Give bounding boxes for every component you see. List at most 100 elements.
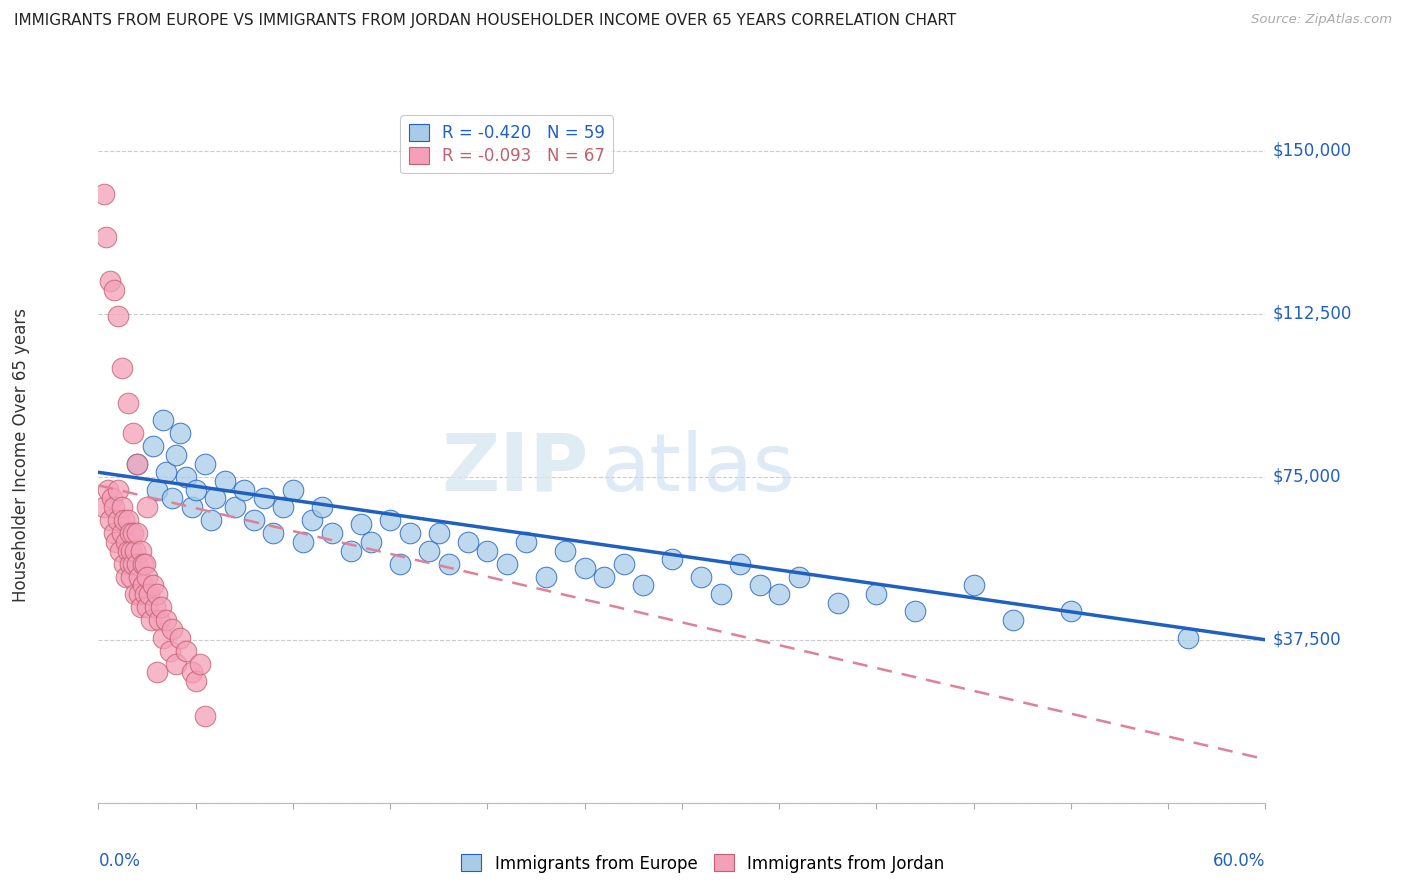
Point [427, 526, 450, 541]
Point [127, 557, 149, 571]
Point [904, 605, 927, 619]
Point [128, 587, 150, 601]
Point [495, 557, 517, 571]
Legend: R = -0.420   N = 59, R = -0.093   N = 67: R = -0.420 N = 59, R = -0.093 N = 67 [401, 115, 613, 173]
Point [149, 600, 172, 615]
Point [117, 396, 139, 410]
Point [132, 557, 155, 571]
Point [136, 500, 159, 514]
Point [253, 491, 276, 506]
Text: 60.0%: 60.0% [1213, 852, 1265, 870]
Point [111, 361, 134, 376]
Point [534, 570, 557, 584]
Point [398, 526, 420, 541]
Point [827, 596, 849, 610]
Point [768, 587, 790, 601]
Point [114, 570, 136, 584]
Point [200, 513, 222, 527]
Point [114, 535, 136, 549]
Point [865, 587, 887, 601]
Point [155, 466, 177, 480]
Point [360, 535, 382, 549]
Point [194, 708, 217, 723]
Point [121, 570, 143, 584]
Point [122, 526, 145, 541]
Point [122, 426, 145, 441]
Point [103, 500, 125, 514]
Point [612, 557, 634, 571]
Text: Householder Income Over 65 years: Householder Income Over 65 years [13, 308, 30, 602]
Point [194, 457, 217, 471]
Point [117, 543, 139, 558]
Point [661, 552, 683, 566]
Point [204, 491, 226, 506]
Point [96, 230, 118, 244]
Point [271, 500, 294, 514]
Point [1001, 613, 1024, 627]
Point [129, 543, 152, 558]
Point [291, 535, 314, 549]
Point [146, 587, 169, 601]
Point [730, 557, 752, 571]
Point [243, 513, 266, 527]
Point [1060, 605, 1083, 619]
Point [350, 517, 373, 532]
Point [165, 448, 187, 462]
Point [146, 665, 169, 680]
Text: Source: ZipAtlas.com: Source: ZipAtlas.com [1251, 13, 1392, 27]
Text: ZIP: ZIP [441, 430, 589, 508]
Point [107, 483, 129, 497]
Point [184, 483, 207, 497]
Point [224, 500, 246, 514]
Point [112, 557, 135, 571]
Point [129, 600, 152, 615]
Point [148, 613, 170, 627]
Point [136, 570, 159, 584]
Text: 0.0%: 0.0% [98, 852, 141, 870]
Point [127, 457, 149, 471]
Point [188, 657, 211, 671]
Point [128, 570, 150, 584]
Point [118, 557, 141, 571]
Point [184, 674, 207, 689]
Point [127, 457, 149, 471]
Point [108, 543, 131, 558]
Point [477, 543, 499, 558]
Point [136, 600, 159, 615]
Point [748, 578, 770, 592]
Point [180, 665, 202, 680]
Point [214, 474, 236, 488]
Point [111, 526, 134, 541]
Point [155, 613, 177, 627]
Point [180, 500, 202, 514]
Point [174, 643, 197, 657]
Point [321, 526, 343, 541]
Point [162, 491, 184, 506]
Point [107, 513, 129, 527]
Point [593, 570, 616, 584]
Point [281, 483, 304, 497]
Point [134, 557, 156, 571]
Point [146, 483, 169, 497]
Text: $75,000: $75,000 [1272, 467, 1341, 485]
Point [631, 578, 654, 592]
Point [104, 535, 127, 549]
Point [311, 500, 333, 514]
Point [301, 513, 323, 527]
Point [101, 491, 124, 506]
Point [97, 483, 120, 497]
Point [132, 578, 155, 592]
Point [107, 309, 129, 323]
Point [174, 469, 197, 483]
Point [121, 543, 143, 558]
Text: atlas: atlas [600, 430, 794, 508]
Point [103, 526, 125, 541]
Point [117, 513, 139, 527]
Text: IMMIGRANTS FROM EUROPE VS IMMIGRANTS FROM JORDAN HOUSEHOLDER INCOME OVER 65 YEAR: IMMIGRANTS FROM EUROPE VS IMMIGRANTS FRO… [14, 13, 956, 29]
Text: $150,000: $150,000 [1272, 142, 1351, 160]
Point [388, 557, 411, 571]
Point [139, 613, 162, 627]
Text: $112,500: $112,500 [1272, 304, 1351, 323]
Point [1177, 631, 1199, 645]
Point [165, 657, 187, 671]
